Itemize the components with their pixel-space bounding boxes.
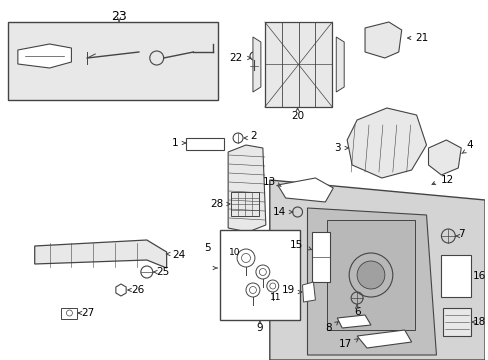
- Text: 13: 13: [262, 177, 275, 187]
- Bar: [8, 22, 218, 100]
- Text: 25: 25: [156, 267, 170, 277]
- Text: 5: 5: [204, 243, 211, 253]
- Text: 23: 23: [111, 9, 127, 23]
- Polygon shape: [356, 330, 411, 348]
- Polygon shape: [307, 208, 436, 355]
- Polygon shape: [18, 44, 71, 68]
- Polygon shape: [427, 140, 460, 175]
- Polygon shape: [337, 315, 370, 328]
- Text: 1: 1: [172, 138, 178, 148]
- Text: 2: 2: [249, 131, 256, 141]
- Text: 19: 19: [281, 285, 294, 295]
- Bar: [312, 232, 329, 282]
- Text: 3: 3: [334, 143, 341, 153]
- Text: 17: 17: [338, 339, 351, 349]
- Bar: [220, 230, 299, 320]
- Text: 26: 26: [131, 285, 144, 295]
- Polygon shape: [346, 108, 426, 178]
- Polygon shape: [35, 240, 166, 268]
- Polygon shape: [364, 22, 401, 58]
- Text: 22: 22: [228, 53, 242, 63]
- Text: 21: 21: [415, 33, 428, 43]
- Text: 18: 18: [472, 317, 486, 327]
- Text: 6: 6: [353, 307, 360, 317]
- Circle shape: [356, 261, 384, 289]
- Bar: [186, 138, 224, 150]
- Text: 11: 11: [269, 293, 281, 302]
- Bar: [264, 22, 332, 107]
- Bar: [326, 220, 414, 330]
- Polygon shape: [336, 37, 344, 92]
- Text: 15: 15: [290, 240, 303, 250]
- Polygon shape: [269, 180, 484, 360]
- Bar: [61, 308, 77, 319]
- Text: 16: 16: [472, 271, 486, 281]
- Text: 14: 14: [272, 207, 285, 217]
- Polygon shape: [228, 145, 265, 232]
- Polygon shape: [252, 37, 260, 92]
- Text: 24: 24: [172, 250, 185, 260]
- Text: 10: 10: [228, 248, 240, 257]
- Bar: [443, 308, 470, 336]
- Polygon shape: [277, 178, 333, 202]
- Text: 20: 20: [290, 111, 304, 121]
- Text: 28: 28: [209, 199, 223, 209]
- Polygon shape: [116, 284, 126, 296]
- Text: 8: 8: [325, 323, 332, 333]
- Text: 12: 12: [440, 175, 453, 185]
- Polygon shape: [302, 282, 315, 302]
- Text: 4: 4: [465, 140, 472, 150]
- Bar: [441, 255, 470, 297]
- Text: 7: 7: [457, 229, 464, 239]
- Text: 27: 27: [81, 308, 94, 318]
- Text: 9: 9: [256, 323, 263, 333]
- Bar: [231, 192, 258, 216]
